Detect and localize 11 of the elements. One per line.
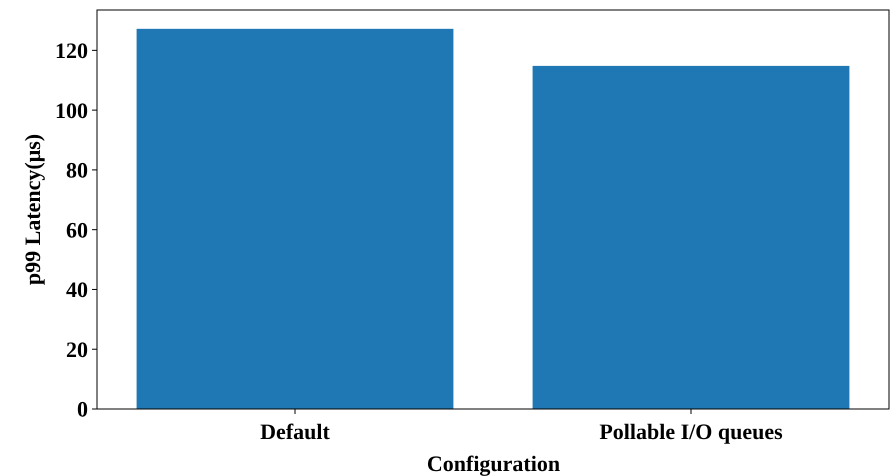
y-tick-label: 60: [66, 217, 88, 242]
y-tick-label: 100: [55, 98, 88, 123]
x-tick-label: Pollable I/O queues: [599, 419, 784, 444]
y-tick-label: 80: [66, 158, 88, 183]
x-tick-label: Default: [260, 419, 330, 444]
y-axis-title: p99 Latency(μs): [20, 134, 45, 286]
y-tick-label: 20: [66, 336, 88, 362]
y-tick-label: 120: [55, 38, 88, 64]
y-tick-label: 40: [66, 277, 88, 302]
x-axis-title: Configuration: [426, 451, 560, 476]
y-tick-label: 0: [77, 396, 88, 422]
